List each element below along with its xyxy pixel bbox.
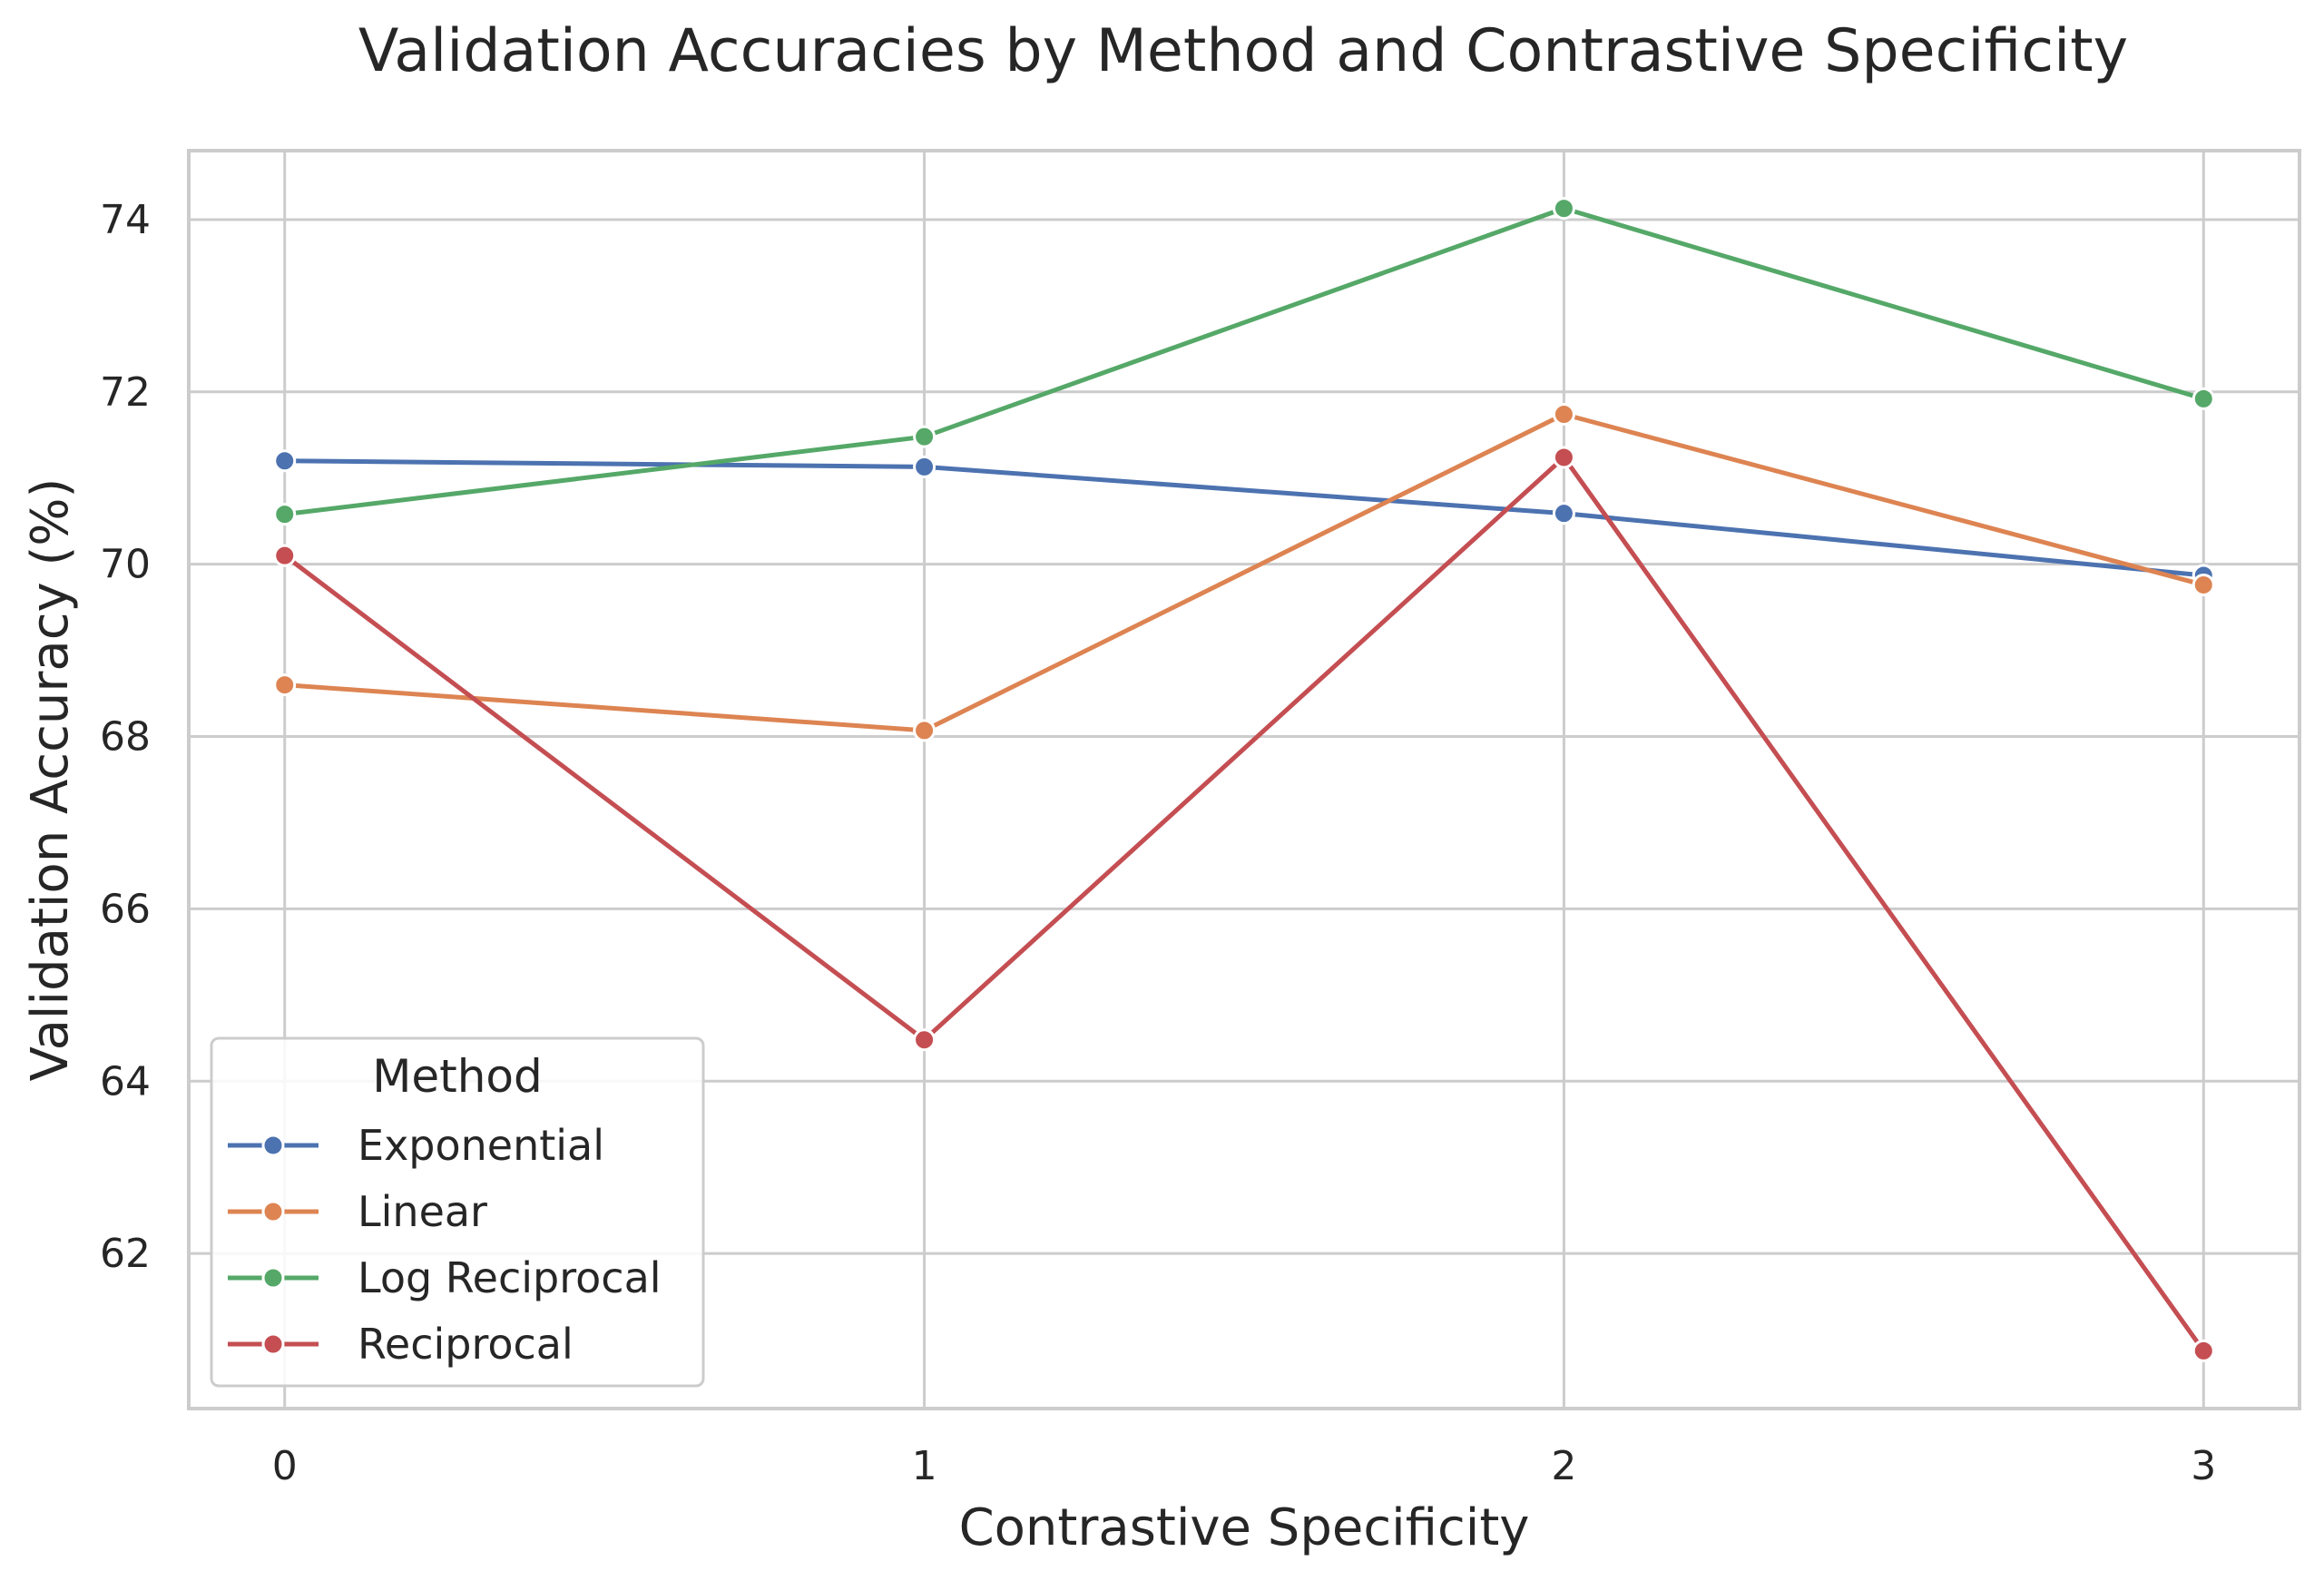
series-line-reciprocal <box>282 455 2206 1353</box>
data-point <box>2192 387 2215 410</box>
series-lines <box>282 206 2206 1353</box>
series-line-linear <box>282 411 2206 733</box>
y-tick-label: 70 <box>100 542 151 588</box>
legend-label: Log Reciprocal <box>358 1253 662 1302</box>
y-tick-label: 68 <box>100 714 151 761</box>
legend-item-linear: Linear <box>228 1187 487 1236</box>
y-tick-label: 72 <box>100 369 151 416</box>
data-point <box>1552 402 1575 426</box>
data-point <box>273 503 297 526</box>
x-tick-label: 1 <box>912 1443 937 1489</box>
legend-marker <box>261 1332 285 1356</box>
x-tick-label: 0 <box>272 1443 298 1489</box>
data-point <box>913 1028 936 1052</box>
data-point <box>1552 502 1575 525</box>
y-tick-label: 64 <box>100 1058 151 1105</box>
data-point <box>2192 573 2215 596</box>
tick-labels: 0 1 2 3 62 64 66 68 70 72 74 <box>100 197 2216 1489</box>
x-tick-label: 3 <box>2191 1443 2216 1489</box>
y-tick-label: 62 <box>100 1231 151 1277</box>
y-axis-label: Validation Accuracy (%) <box>21 478 80 1082</box>
legend-box <box>210 1036 705 1388</box>
data-point <box>913 455 936 478</box>
legend-item-exponential: Exponential <box>228 1121 604 1170</box>
data-point <box>1552 197 1575 221</box>
legend: Method Exponential Linear Log Reciprocal Re… <box>210 1036 705 1388</box>
chart-title: Validation Accuracies by Method and Cont… <box>358 17 2128 85</box>
legend-item-reciprocal: Reciprocal <box>228 1320 574 1369</box>
data-point <box>913 425 936 448</box>
x-tick-label: 2 <box>1551 1443 1576 1489</box>
legend-marker <box>261 1134 285 1157</box>
series-line-exponential <box>282 458 2206 578</box>
x-axis-label: Contrastive Specificity <box>959 1498 1530 1557</box>
data-point <box>273 449 297 473</box>
series-line-log-reciprocal <box>282 206 2206 517</box>
legend-label: Reciprocal <box>358 1320 574 1369</box>
legend-item-log-reciprocal: Log Reciprocal <box>228 1253 662 1302</box>
data-point <box>913 719 936 742</box>
data-point <box>273 673 297 697</box>
legend-label: Exponential <box>358 1121 604 1170</box>
series-markers <box>273 197 2215 1362</box>
legend-marker <box>261 1266 285 1290</box>
plot-frame <box>187 149 2301 1410</box>
y-tick-label: 74 <box>100 197 151 243</box>
legend-title: Method <box>372 1050 543 1103</box>
legend-items: Exponential Linear Log Reciprocal Reciproca… <box>228 1121 662 1369</box>
legend-label: Linear <box>358 1187 487 1236</box>
data-point <box>273 544 297 567</box>
y-tick-label: 66 <box>100 886 151 932</box>
data-point <box>1552 446 1575 469</box>
legend-marker <box>261 1200 285 1223</box>
data-point <box>2192 1339 2215 1362</box>
